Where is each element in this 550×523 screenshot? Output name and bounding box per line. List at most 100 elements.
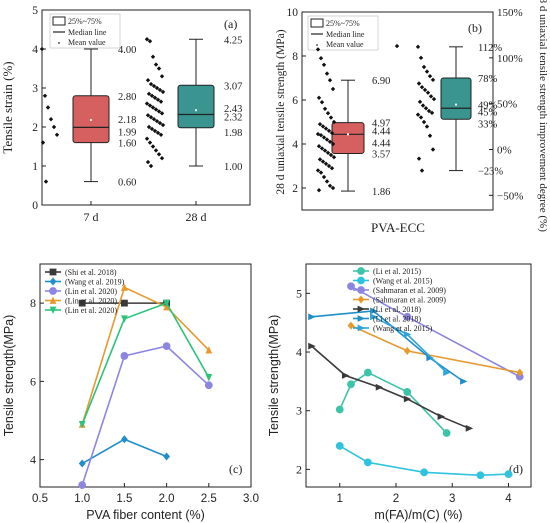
data-point bbox=[315, 47, 321, 52]
y-tick-label: 4 bbox=[32, 44, 38, 56]
legend-label: (Sahmaran et al. 2009) bbox=[373, 286, 446, 295]
y-tick-label: 2 bbox=[296, 462, 302, 476]
data-point bbox=[428, 94, 434, 99]
data-point bbox=[516, 368, 524, 377]
series-line bbox=[311, 345, 470, 430]
y-axis-label: Tensile strength(MPa) bbox=[2, 315, 16, 437]
data-point bbox=[419, 84, 425, 90]
legend-mean-label: Mean value bbox=[326, 40, 364, 49]
y-tick-label: 6 bbox=[30, 374, 36, 388]
data-point bbox=[330, 141, 336, 147]
data-point bbox=[318, 170, 324, 175]
data-point bbox=[427, 73, 433, 79]
legend-label: (Li et al. 2018) bbox=[373, 315, 421, 324]
y2-tick-label: 0% bbox=[497, 145, 512, 157]
data-point bbox=[431, 96, 437, 102]
panel-d: 1 2 3 4 2 3 4 5 m(FA)/m(C) (%) Tensile strength(M… bbox=[267, 263, 532, 522]
box-value-label: 3.57 bbox=[372, 149, 390, 160]
data-point bbox=[78, 421, 86, 429]
series-line bbox=[339, 371, 448, 434]
legend-box-label: 25%~75% bbox=[68, 17, 102, 26]
x-tick-label: 0.5 bbox=[32, 493, 48, 505]
data-point bbox=[429, 110, 435, 116]
box-value-label: 6.90 bbox=[372, 76, 390, 87]
data-point bbox=[308, 313, 316, 321]
data-point bbox=[153, 107, 159, 112]
data-point bbox=[322, 106, 328, 111]
data-point bbox=[148, 115, 154, 120]
x-tick-label: 7 d bbox=[84, 210, 99, 224]
y2-axis-label: 28 d uniaxial tensile strength improveme… bbox=[537, 0, 549, 232]
data-point bbox=[144, 136, 150, 141]
plot-frame bbox=[41, 9, 251, 206]
data-point bbox=[419, 168, 425, 173]
data-point bbox=[153, 148, 159, 153]
x-tick-label: 3 bbox=[449, 493, 455, 505]
data-point bbox=[147, 39, 153, 44]
data-point bbox=[329, 130, 335, 136]
data-point bbox=[437, 413, 445, 420]
series-4 bbox=[308, 342, 474, 432]
legend-marker bbox=[49, 277, 57, 286]
legend-frame bbox=[49, 13, 121, 49]
data-point bbox=[319, 146, 325, 151]
data-point bbox=[335, 442, 344, 450]
y-axis-label: Tensile strength(MPa) bbox=[267, 315, 281, 437]
data-point bbox=[45, 105, 51, 110]
data-point bbox=[320, 159, 326, 164]
legend-marker bbox=[49, 268, 57, 276]
box-value-label: 45% bbox=[478, 107, 498, 118]
data-point bbox=[415, 44, 421, 50]
box-value-label: 0.60 bbox=[118, 178, 136, 189]
data-point bbox=[149, 126, 155, 132]
data-point bbox=[423, 106, 429, 111]
data-point bbox=[152, 128, 158, 134]
box-value-label: 1.98 bbox=[224, 128, 242, 139]
data-point bbox=[421, 64, 427, 70]
data-point bbox=[121, 315, 128, 323]
data-point bbox=[150, 54, 156, 59]
data-point bbox=[323, 161, 329, 166]
box-value-label: 1.99 bbox=[118, 127, 136, 138]
data-point bbox=[416, 156, 422, 161]
series-3 bbox=[347, 321, 524, 377]
data-point bbox=[308, 342, 316, 350]
legend-mean-swatch bbox=[58, 42, 60, 44]
legend-box-label: 25%~75% bbox=[326, 19, 360, 28]
data-point bbox=[146, 91, 152, 97]
data-point bbox=[159, 111, 165, 116]
data-point bbox=[145, 78, 151, 83]
data-point bbox=[403, 312, 412, 321]
data-point bbox=[147, 103, 153, 108]
data-point bbox=[394, 43, 400, 49]
data-point bbox=[347, 321, 355, 330]
x-tick-label: 1.5 bbox=[116, 493, 132, 505]
box-value-label: 33% bbox=[478, 119, 498, 130]
legend-label: (Lin et al. 2020) bbox=[65, 306, 117, 315]
x-tick-label: 28 d bbox=[186, 210, 207, 224]
data-point bbox=[157, 120, 163, 126]
data-point bbox=[422, 87, 428, 93]
legend-mean-label: Mean value bbox=[68, 38, 106, 47]
data-point bbox=[425, 90, 431, 95]
data-point bbox=[318, 133, 324, 138]
data-point bbox=[145, 113, 151, 118]
data-point bbox=[363, 458, 372, 467]
x-axis-label: PVA fiber content (%) bbox=[86, 508, 205, 522]
box-value-label: 2.43 bbox=[224, 104, 242, 115]
legend-label: (Sahmaran et al. 2009) bbox=[373, 296, 446, 305]
data-point bbox=[158, 99, 164, 104]
legend-label: (Wang et al. 2019) bbox=[65, 278, 125, 287]
data-point bbox=[317, 157, 323, 162]
y-tick-label: 3 bbox=[296, 404, 302, 418]
data-point bbox=[417, 99, 423, 105]
data-point bbox=[321, 62, 327, 67]
legend-label: (Wang et al. 2015) bbox=[373, 277, 433, 286]
data-point bbox=[324, 179, 330, 184]
legend: (Li et al. 2015)(Wang et al. 2015)(Sahma… bbox=[353, 267, 446, 333]
legend-median-label: Median line bbox=[326, 30, 365, 39]
data-point bbox=[145, 159, 151, 165]
data-point bbox=[322, 148, 328, 153]
data-point bbox=[403, 395, 412, 403]
box-28 d: 4.25 3.07 2.432.32 1.98 1.00 bbox=[144, 35, 242, 173]
